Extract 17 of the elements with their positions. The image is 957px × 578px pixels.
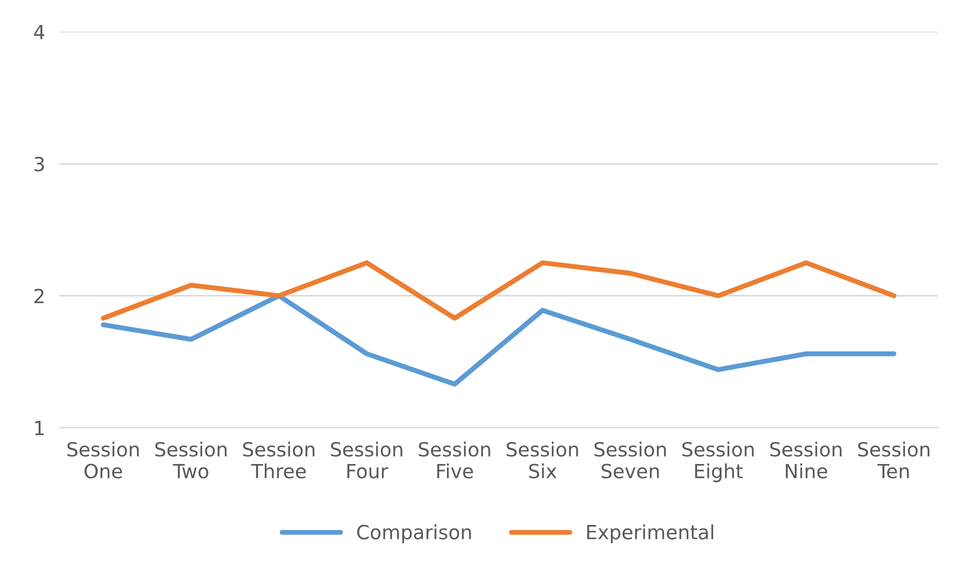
x-tick-label: Session Six xyxy=(506,442,578,478)
line-series xyxy=(100,260,896,321)
y-tick-label: 3 xyxy=(34,156,44,172)
x-tick-label: Session Eight xyxy=(682,442,754,482)
legend-label: Experimental xyxy=(587,524,714,544)
x-tick-label: Session Ten xyxy=(858,442,930,478)
x-tick-label: Session Four xyxy=(331,442,402,478)
x-tick-label: Session Three xyxy=(243,442,314,478)
legend-label: Comparison xyxy=(357,524,471,544)
y-tick-label: 4 xyxy=(34,25,44,40)
x-tick-label: Session One xyxy=(67,442,139,478)
x-tick-label: Session Seven xyxy=(594,442,666,478)
x-tick-label: Session Five xyxy=(418,442,490,478)
x-tick-label: Session Nine xyxy=(770,442,842,478)
x-tick-label: Session Two xyxy=(155,442,227,478)
y-tick-label: 1 xyxy=(35,420,44,436)
y-tick-label: 2 xyxy=(34,288,44,304)
